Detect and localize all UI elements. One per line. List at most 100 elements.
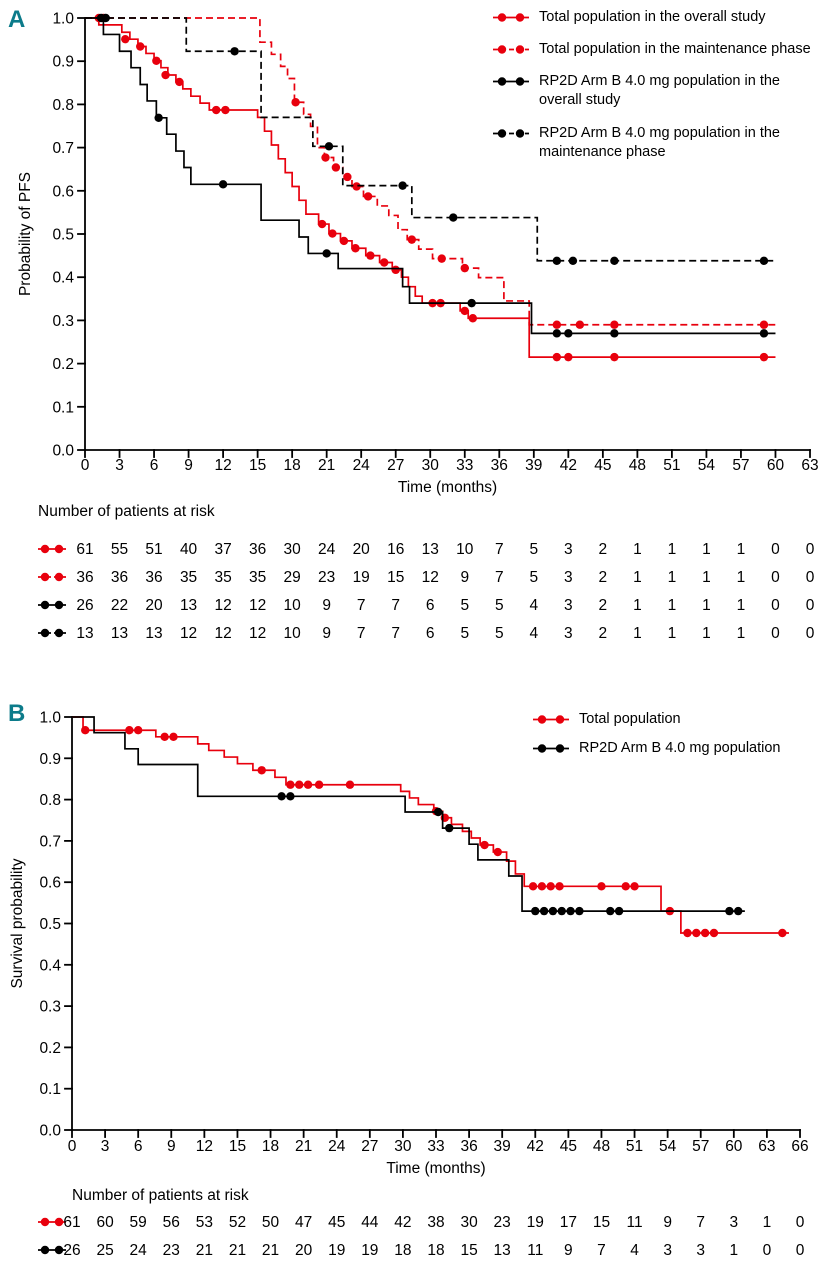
- km-curve: [72, 716, 789, 934]
- censor-marker: [566, 906, 575, 916]
- panel-a-label: A: [8, 6, 26, 33]
- legend-item: Total population in the maintenance phas…: [492, 40, 814, 59]
- risk-count: 23: [163, 1242, 180, 1259]
- risk-count: 1: [737, 597, 746, 614]
- censor-marker: [759, 329, 769, 338]
- legend-item: RP2D Arm B 4.0 mg population in the over…: [492, 72, 814, 110]
- censor-marker: [133, 726, 143, 735]
- y-tick-label: 0.1: [39, 1081, 61, 1098]
- risk-count: 5: [529, 569, 538, 586]
- y-tick-label: 0.0: [52, 443, 74, 460]
- censor-marker: [324, 142, 334, 151]
- risk-count: 9: [460, 569, 469, 586]
- risk-count: 37: [214, 541, 231, 558]
- censor-marker: [160, 732, 169, 742]
- x-tick-label: 36: [491, 457, 508, 474]
- censor-marker: [552, 352, 562, 362]
- risk-count: 19: [353, 569, 370, 586]
- risk-count: 12: [422, 569, 439, 586]
- risk-row-marker-dot: [54, 628, 64, 638]
- risk-count: 18: [394, 1242, 411, 1259]
- risk-count: 51: [145, 541, 162, 558]
- risk-count: 13: [76, 625, 93, 642]
- censor-marker: [564, 352, 573, 362]
- y-tick-label: 0.2: [39, 1040, 61, 1057]
- censor-marker: [480, 840, 489, 850]
- censor-marker: [610, 256, 619, 265]
- risk-count: 2: [599, 541, 608, 558]
- risk-count: 3: [564, 625, 573, 642]
- censor-marker: [398, 181, 407, 190]
- risk-count: 1: [737, 569, 746, 586]
- x-tick-label: 63: [758, 1138, 775, 1155]
- risk-count: 7: [357, 625, 366, 642]
- legend-marker-icon: [533, 744, 569, 753]
- censor-marker: [437, 254, 446, 263]
- x-tick-label: 57: [732, 457, 749, 474]
- risk-count: 5: [529, 541, 538, 558]
- risk-count: 3: [730, 1214, 739, 1231]
- risk-count: 13: [494, 1242, 511, 1259]
- y-tick-label: 0.7: [52, 140, 74, 157]
- x-tick-label: 3: [101, 1138, 110, 1155]
- censor-marker: [467, 298, 476, 308]
- censor-marker: [331, 163, 341, 172]
- censor-marker: [493, 847, 502, 857]
- risk-count: 9: [663, 1214, 672, 1231]
- x-tick-label: 9: [184, 457, 193, 474]
- km-curve: [85, 17, 776, 335]
- censor-marker: [328, 229, 337, 238]
- risk-count: 26: [63, 1242, 80, 1259]
- x-tick-label: 33: [427, 1138, 444, 1155]
- risk-table-title: Number of patients at risk: [38, 503, 215, 520]
- censor-marker: [230, 47, 239, 56]
- y-tick-label: 0.4: [52, 270, 74, 287]
- risk-count: 22: [111, 597, 128, 614]
- risk-row-marker-dot: [40, 628, 50, 638]
- risk-count: 5: [495, 625, 504, 642]
- risk-count: 3: [564, 541, 573, 558]
- censor-marker: [630, 882, 639, 891]
- censor-marker: [352, 182, 361, 191]
- risk-count: 35: [180, 569, 197, 586]
- x-tick-label: 15: [249, 457, 266, 474]
- censor-marker: [169, 732, 178, 742]
- censor-marker: [778, 928, 787, 938]
- risk-count: 5: [460, 597, 469, 614]
- censor-marker: [449, 213, 458, 222]
- risk-count: 0: [771, 569, 780, 586]
- risk-count: 23: [494, 1214, 511, 1231]
- risk-count: 0: [796, 1214, 805, 1231]
- censor-marker: [725, 906, 734, 916]
- legend-marker-icon: [493, 128, 529, 138]
- risk-count: 23: [318, 569, 335, 586]
- censor-marker: [575, 320, 585, 329]
- legend-label: Total population: [579, 711, 681, 727]
- x-tick-label: 48: [629, 457, 646, 474]
- x-tick-label: 6: [150, 457, 159, 474]
- risk-count: 50: [262, 1214, 280, 1231]
- x-tick-label: 24: [353, 457, 371, 474]
- censor-marker: [610, 329, 619, 338]
- censor-marker: [683, 928, 692, 938]
- x-tick-label: 21: [318, 457, 335, 474]
- x-tick-label: 6: [134, 1138, 143, 1155]
- risk-row-marker-dot: [40, 572, 50, 582]
- x-tick-label: 57: [692, 1138, 709, 1155]
- legend-item: RP2D Arm B 4.0 mg population in the main…: [492, 124, 814, 162]
- risk-count: 24: [130, 1242, 148, 1259]
- risk-count: 38: [427, 1214, 444, 1231]
- risk-count: 4: [529, 597, 538, 614]
- censor-marker: [445, 823, 454, 833]
- y-tick-label: 0.1: [52, 399, 74, 416]
- censor-marker: [277, 792, 286, 801]
- risk-count: 1: [763, 1214, 772, 1231]
- risk-row-marker-dot: [40, 600, 50, 610]
- x-axis-title: Time (months): [386, 1160, 485, 1177]
- risk-count: 12: [180, 625, 197, 642]
- risk-count: 19: [527, 1214, 544, 1231]
- km-curve: [85, 17, 776, 326]
- risk-count: 12: [214, 597, 231, 614]
- censor-marker: [610, 320, 619, 329]
- censor-marker: [317, 219, 327, 229]
